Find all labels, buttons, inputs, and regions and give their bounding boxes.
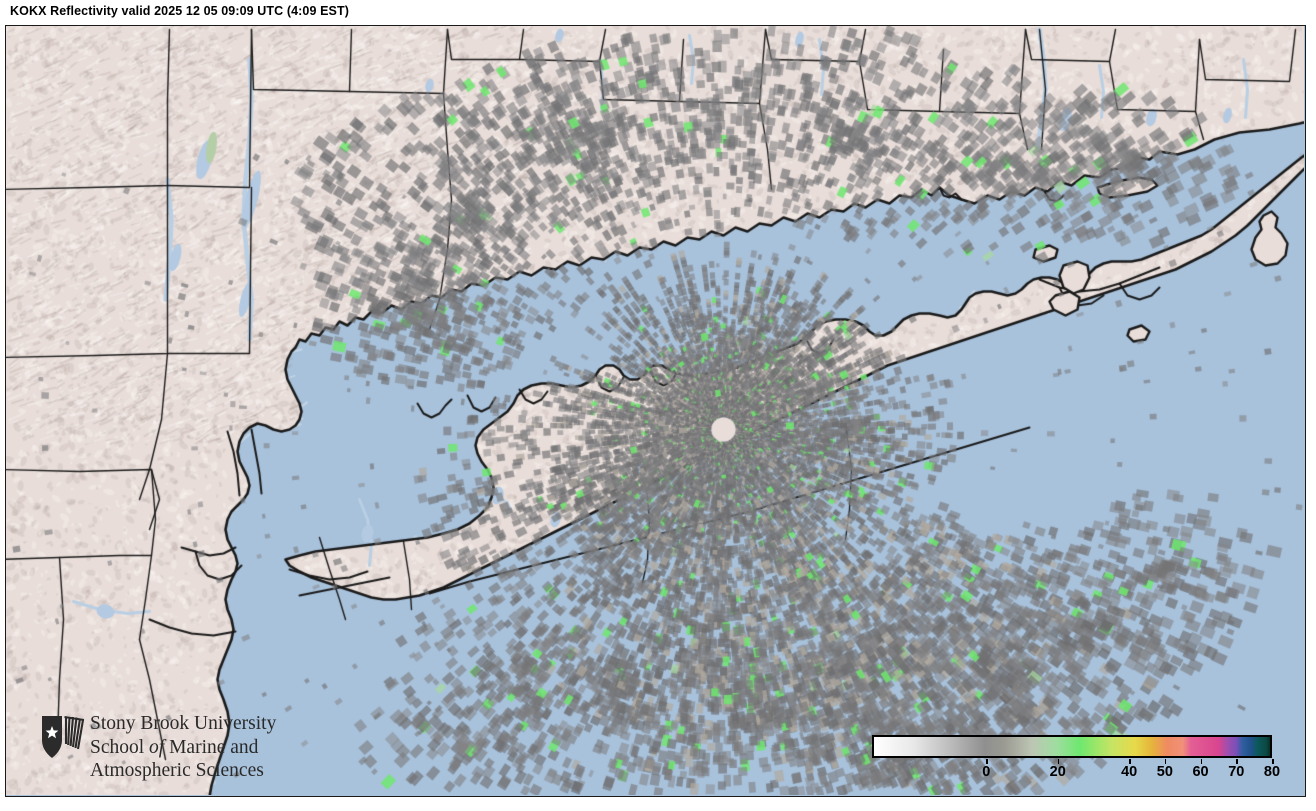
sbu-line-2-b: Marine and (164, 736, 259, 758)
radar-map-canvas[interactable] (6, 26, 1304, 795)
page-title: KOKX Reflectivity valid 2025 12 05 09:09… (10, 4, 349, 18)
colorbar-label-0: 0 (982, 764, 991, 780)
colorbar-tick-80 (1272, 759, 1274, 764)
radar-map-frame[interactable] (5, 25, 1306, 797)
sbu-line-1: Stony Brook University (90, 713, 277, 734)
colorbar-tick-60 (1200, 759, 1203, 764)
colorbar-gradient (872, 735, 1272, 758)
sbu-shield-icon (42, 716, 85, 758)
colorbar-tick-labels: 0 20 40 50 60 70 80 (866, 759, 1281, 781)
colorbar-label-40: 40 (1121, 764, 1138, 780)
colorbar-tick-70 (1236, 759, 1238, 764)
colorbar-tick-40 (1129, 759, 1131, 764)
title-bar: KOKX Reflectivity valid 2025 12 05 09:09… (0, 0, 1316, 25)
colorbar-tick-0 (986, 759, 988, 764)
colorbar-label-20: 20 (1049, 764, 1066, 780)
stony-brook-logo: Stony Brook University School of Marine … (40, 712, 310, 790)
sbu-line-2-italic: of (149, 736, 165, 758)
colorbar-label-50: 50 (1156, 764, 1173, 780)
sbu-logo-text: Stony Brook University School of Marine … (90, 712, 315, 783)
colorbar-label-70: 70 (1228, 764, 1245, 780)
colorbar-tick-50 (1164, 759, 1167, 764)
sbu-line-2: School of Marine and (90, 736, 315, 760)
colorbar-tick-20 (1057, 759, 1060, 764)
sbu-line-3: Atmospheric Sciences (90, 760, 264, 781)
reflectivity-colorbar: 0 20 40 50 60 70 80 (866, 731, 1281, 783)
colorbar-label-80: 80 (1263, 764, 1281, 780)
sbu-line-2-a: School (90, 736, 150, 758)
colorbar-label-60: 60 (1192, 764, 1209, 780)
